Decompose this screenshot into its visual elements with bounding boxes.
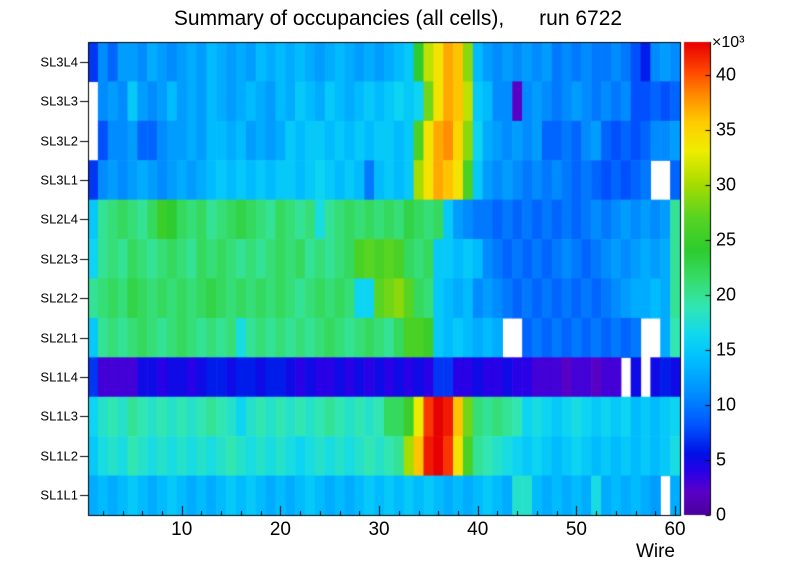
y-axis-label-sl3l2: SL3L2 — [40, 133, 78, 149]
x-axis-tick-label-20: 20 — [269, 519, 291, 540]
colorbar-exponent-label: ×10³ — [712, 34, 745, 51]
colorbar-tick-label-40: 40 — [716, 64, 737, 85]
y-axis-label-sl1l2: SL1L2 — [40, 448, 78, 464]
colorbar-tick-label-10: 10 — [716, 394, 737, 415]
colorbar-tick-label-35: 35 — [716, 119, 737, 140]
x-axis-tick-label-30: 30 — [368, 519, 390, 540]
colorbar-tick-label-25: 25 — [716, 229, 737, 250]
y-axis-label-sl1l3: SL1L3 — [40, 408, 78, 424]
colorbar-tick-label-20: 20 — [716, 284, 737, 305]
y-axis-label-sl3l3: SL3L3 — [40, 93, 78, 109]
y-axis-label-sl1l1: SL1L1 — [40, 487, 78, 503]
colorbar-tick-label-0: 0 — [716, 504, 727, 525]
x-axis-tick-label-60: 60 — [664, 519, 686, 540]
y-axis-label-sl1l4: SL1L4 — [40, 369, 78, 385]
y-axis-label-sl3l1: SL3L1 — [40, 172, 78, 188]
y-axis-label-sl2l2: SL2L2 — [40, 290, 78, 306]
colorbar-tick-label-5: 5 — [716, 449, 727, 470]
x-axis-tick-label-50: 50 — [565, 519, 587, 540]
colorbar-tick-label-15: 15 — [716, 339, 737, 360]
x-axis-tick-label-40: 40 — [467, 519, 489, 540]
y-axis-label-sl3l4: SL3L4 — [40, 54, 78, 70]
y-axis-label-sl2l1: SL2L1 — [40, 330, 78, 346]
colorbar-tick-label-30: 30 — [716, 174, 737, 195]
x-axis-tick-label-10: 10 — [171, 519, 193, 540]
y-axis-label-sl2l4: SL2L4 — [40, 211, 78, 227]
x-axis-title: Wire — [635, 541, 675, 562]
y-axis-label-sl2l3: SL2L3 — [40, 251, 78, 267]
chart-title: Summary of occupancies (all cells), run … — [173, 7, 623, 30]
